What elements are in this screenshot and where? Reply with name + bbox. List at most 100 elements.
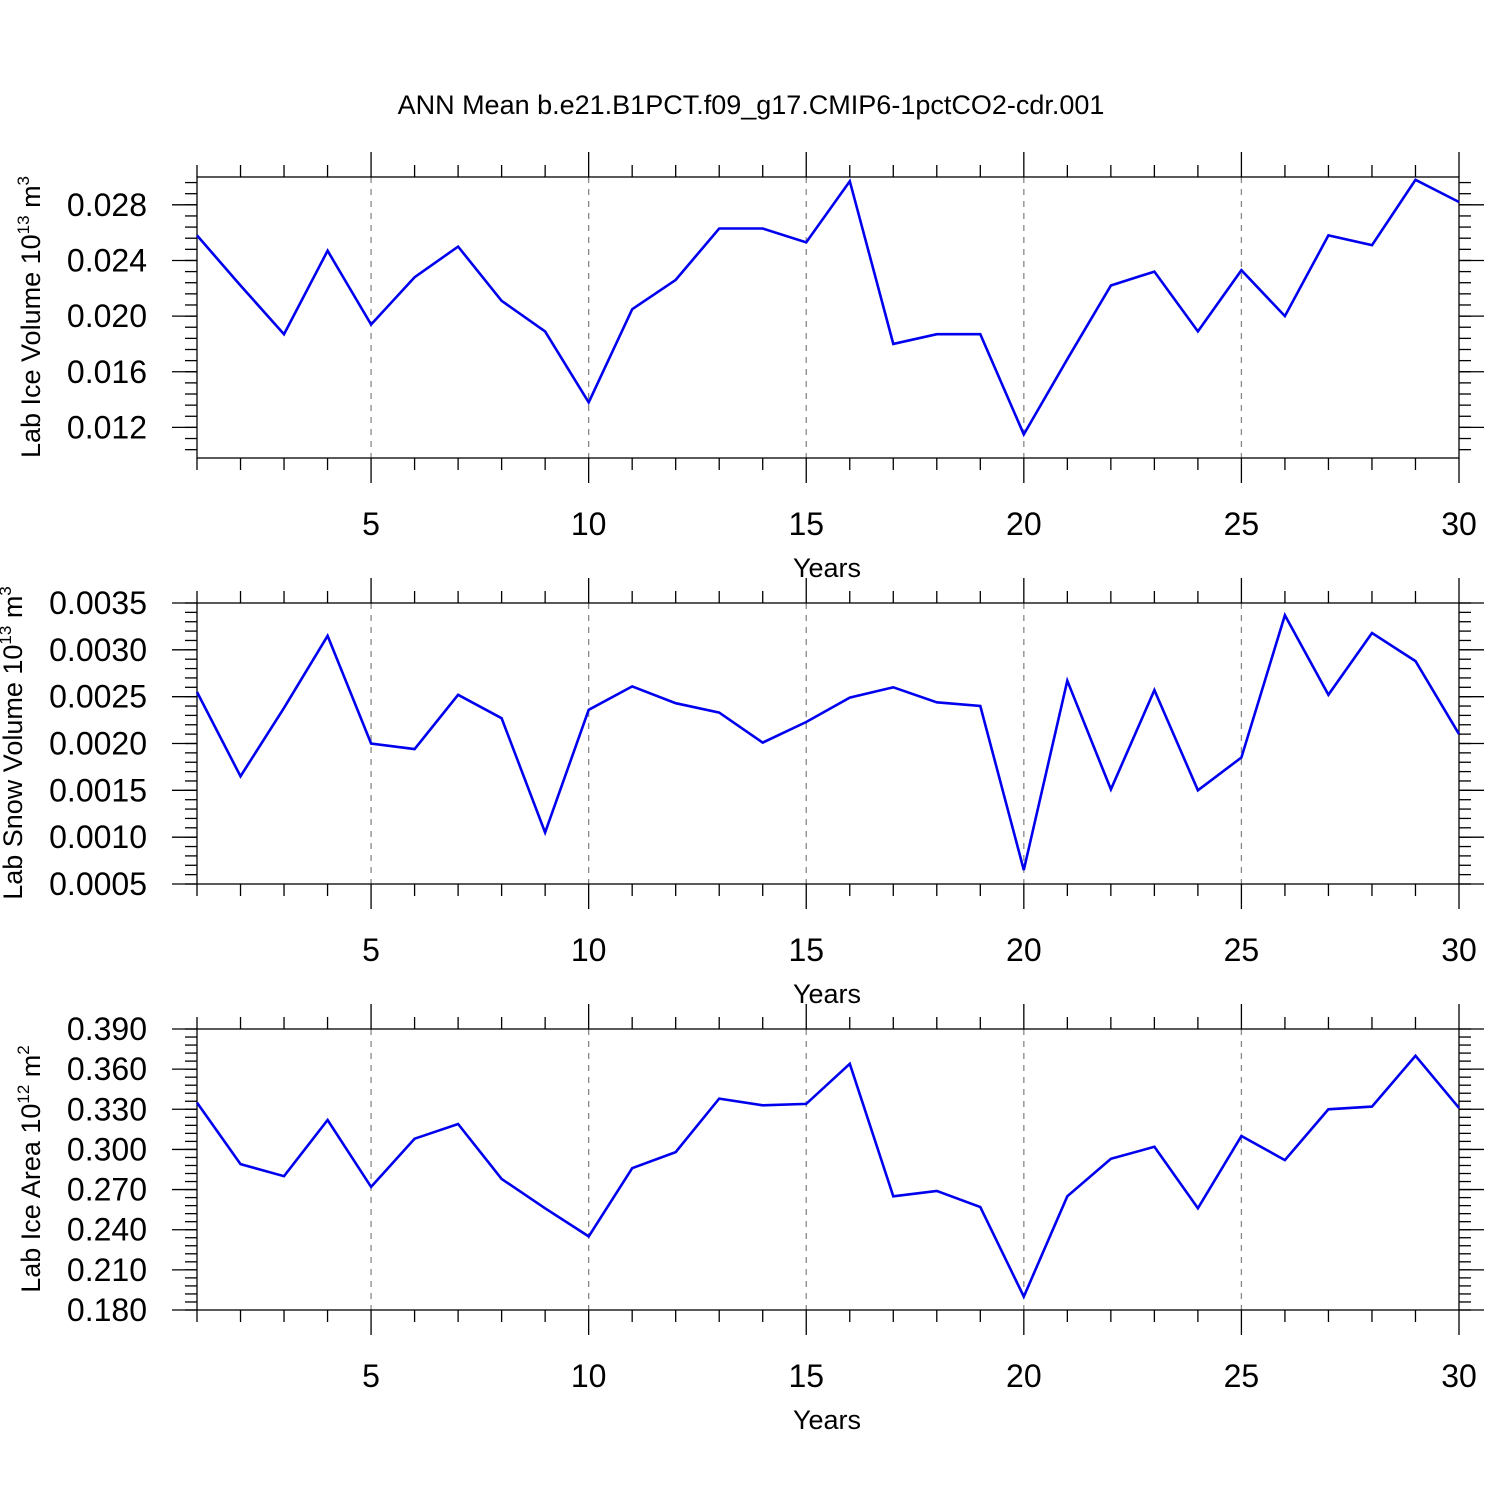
data-point xyxy=(848,1062,852,1066)
data-point xyxy=(1109,1157,1113,1161)
series-line xyxy=(196,178,1460,438)
data-point xyxy=(1457,1106,1461,1110)
data-point xyxy=(978,332,982,336)
data-point xyxy=(891,1194,895,1198)
x-tick-label: 5 xyxy=(362,506,380,542)
data-point xyxy=(674,278,678,282)
y-axis-label: Lab Ice Volume 1013 m3 xyxy=(14,176,46,458)
data-point xyxy=(717,1097,721,1101)
y-tick-label: 0.012 xyxy=(67,409,147,445)
data-point xyxy=(1065,1194,1069,1198)
data-point xyxy=(1326,693,1330,697)
y-tick-label: 0.0015 xyxy=(49,772,147,808)
data-point xyxy=(326,634,330,638)
data-point xyxy=(674,1150,678,1154)
data-point xyxy=(761,226,765,230)
data-point xyxy=(1283,1158,1287,1162)
data-point xyxy=(1283,613,1287,617)
x-tick-label: 5 xyxy=(362,1358,380,1394)
y-tick-label: 0.0020 xyxy=(49,726,147,762)
panel-1: 5 10 15 20 25 30 0.012 0.016 0.020 0.024 0.028 Year… xyxy=(14,152,1484,583)
data-point xyxy=(1196,788,1200,792)
data-point xyxy=(978,1205,982,1209)
x-tick-label: 10 xyxy=(571,506,607,542)
data-point xyxy=(195,690,199,694)
data-point xyxy=(195,1101,199,1105)
data-point xyxy=(1239,268,1243,272)
panel-3: 5 10 15 20 25 30 0.180 0.210 0.240 0.270 0.300 0.33… xyxy=(14,1004,1484,1435)
data-point xyxy=(891,342,895,346)
x-axis-label: Years xyxy=(793,553,861,583)
data-point xyxy=(1370,631,1374,635)
data-point xyxy=(369,742,373,746)
x-tick-label: 20 xyxy=(1006,1358,1042,1394)
x-tick-label: 25 xyxy=(1224,506,1260,542)
data-point xyxy=(1065,357,1069,361)
data-point xyxy=(804,720,808,724)
x-axis-label: Years xyxy=(793,979,861,1009)
data-point xyxy=(282,706,286,710)
data-point xyxy=(1109,284,1113,288)
data-point xyxy=(1109,787,1113,791)
y-tick-label: 0.390 xyxy=(67,1011,147,1047)
y-tick-label: 0.016 xyxy=(67,354,147,390)
data-point xyxy=(717,226,721,230)
data-point xyxy=(413,1137,417,1141)
data-point xyxy=(543,1206,547,1210)
data-point xyxy=(804,240,808,244)
y-axis-label: Lab Ice Area 1012 m2 xyxy=(14,1045,46,1293)
data-point xyxy=(587,1234,591,1238)
y-tick-label: 0.0030 xyxy=(49,632,147,668)
data-point xyxy=(761,1103,765,1107)
data-point xyxy=(804,1102,808,1106)
chart-title: ANN Mean b.e21.B1PCT.f09_g17.CMIP6-1pctC… xyxy=(398,90,1105,120)
x-tick-label: 5 xyxy=(362,932,380,968)
x-tick-label: 30 xyxy=(1441,1358,1477,1394)
data-point xyxy=(935,700,939,704)
data-point xyxy=(195,233,199,237)
data-point xyxy=(935,1189,939,1193)
x-tick-label: 20 xyxy=(1006,932,1042,968)
y-tick-label: 0.0035 xyxy=(49,585,147,621)
data-point xyxy=(1022,1295,1026,1299)
data-point xyxy=(630,1166,634,1170)
plot-frame xyxy=(196,176,1460,459)
data-point xyxy=(456,693,460,697)
data-point xyxy=(1239,1134,1243,1138)
data-point xyxy=(848,179,852,183)
y-tick-label: 0.028 xyxy=(67,187,147,223)
data-point xyxy=(935,332,939,336)
data-point xyxy=(543,329,547,333)
data-point xyxy=(1022,868,1026,872)
data-point xyxy=(500,1177,504,1181)
data-point xyxy=(587,708,591,712)
data-point xyxy=(413,747,417,751)
series-line xyxy=(195,1053,1460,1300)
data-point xyxy=(1413,178,1417,182)
x-tick-label: 25 xyxy=(1224,932,1260,968)
x-tick-label: 10 xyxy=(571,1358,607,1394)
data-point xyxy=(413,275,417,279)
data-point xyxy=(1283,314,1287,318)
y-tick-label: 0.330 xyxy=(67,1091,147,1127)
data-point xyxy=(1196,329,1200,333)
y-tick-label: 0.360 xyxy=(67,1051,147,1087)
data-point xyxy=(282,332,286,336)
data-point xyxy=(1022,432,1026,436)
data-point xyxy=(1413,1054,1417,1058)
data-point xyxy=(1326,1107,1330,1111)
data-point xyxy=(239,1162,243,1166)
y-tick-label: 0.210 xyxy=(67,1252,147,1288)
y-tick-label: 0.270 xyxy=(67,1172,147,1208)
plot-frame xyxy=(196,1028,1460,1311)
data-point xyxy=(674,701,678,705)
y-tick-label: 0.180 xyxy=(67,1292,147,1328)
y-tick-label: 0.024 xyxy=(67,242,147,278)
data-point xyxy=(891,685,895,689)
data-point xyxy=(1196,1206,1200,1210)
y-tick-label: 0.0025 xyxy=(49,679,147,715)
data-point xyxy=(239,284,243,288)
data-point xyxy=(456,245,460,249)
data-point xyxy=(1152,1145,1156,1149)
